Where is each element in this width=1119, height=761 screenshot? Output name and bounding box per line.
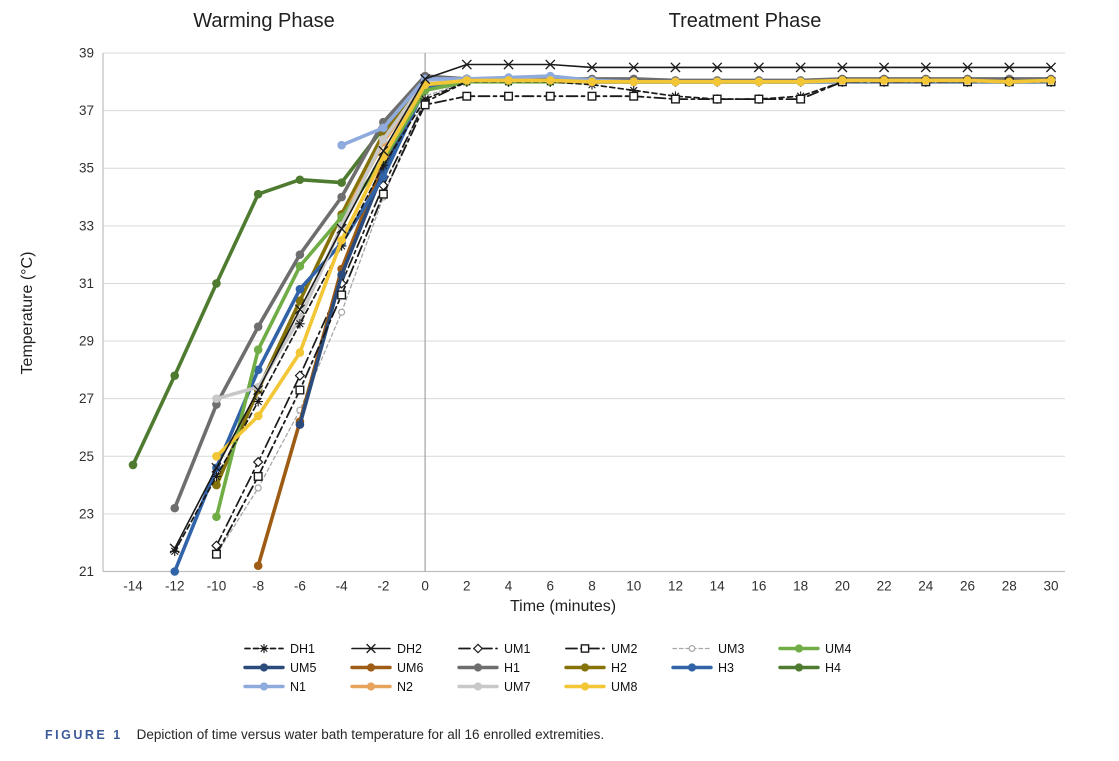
- legend-item-UM5: UM5: [243, 660, 350, 675]
- svg-text:-14: -14: [123, 579, 143, 594]
- figure-caption-label: FIGURE 1: [45, 728, 123, 742]
- legend-label-UM2: UM2: [611, 641, 638, 656]
- legend-item-UM3: UM3: [671, 641, 778, 656]
- series-H4: [128, 74, 1056, 470]
- legend-item-DH1: DH1: [243, 641, 350, 656]
- legend-swatch-UM2: [565, 644, 605, 653]
- svg-text:27: 27: [79, 391, 94, 406]
- legend-label-N2: N2: [397, 679, 413, 694]
- svg-text:23: 23: [79, 506, 94, 521]
- legend-label-UM6: UM6: [397, 660, 424, 675]
- svg-text:22: 22: [877, 579, 892, 594]
- legend-label-DH2: DH2: [397, 641, 423, 656]
- svg-text:28: 28: [1002, 579, 1017, 594]
- legend-swatch-H1: [457, 663, 499, 672]
- legend-label-UM8: UM8: [611, 679, 638, 694]
- legend-label-UM5: UM5: [290, 660, 317, 675]
- legend-swatch-UM6: [350, 663, 392, 672]
- legend-item-N1: N1: [243, 679, 350, 694]
- legend-swatch-UM3: [672, 645, 712, 652]
- legend-label-UM7: UM7: [504, 679, 531, 694]
- legend-label-H1: H1: [504, 660, 520, 675]
- svg-text:16: 16: [751, 579, 766, 594]
- svg-text:12: 12: [668, 579, 683, 594]
- svg-text:-10: -10: [207, 579, 227, 594]
- svg-text:14: 14: [710, 579, 726, 594]
- legend-row: UM5 UM6 H1 H2 H3 H4: [243, 658, 943, 677]
- legend-swatch-UM5: [243, 663, 285, 672]
- svg-text:33: 33: [79, 218, 94, 233]
- legend-item-H4: H4: [778, 660, 885, 675]
- x-axis-title: Time (minutes): [509, 598, 617, 615]
- legend-swatch-N1: [243, 682, 285, 691]
- svg-text:0: 0: [421, 579, 429, 594]
- warming-phase-title: Warming Phase: [193, 10, 335, 32]
- legend-item-UM4: UM4: [778, 641, 885, 656]
- legend-swatch-UM4: [778, 644, 820, 653]
- legend-item-UM2: UM2: [564, 641, 671, 656]
- svg-text:-8: -8: [252, 579, 264, 594]
- svg-text:30: 30: [1043, 579, 1058, 594]
- series-DH2: [169, 59, 1057, 554]
- legend-swatch-H4: [778, 663, 820, 672]
- legend-swatch-UM1: [458, 643, 498, 654]
- legend-label-H2: H2: [611, 660, 627, 675]
- legend-row: N1 N2 UM7 UM8: [243, 677, 943, 696]
- legend-swatch-H3: [671, 663, 713, 672]
- svg-text:24: 24: [918, 579, 934, 594]
- legend-label-N1: N1: [290, 679, 306, 694]
- svg-text:18: 18: [793, 579, 808, 594]
- legend-item-H2: H2: [564, 660, 671, 675]
- svg-text:29: 29: [79, 334, 94, 349]
- legend-swatch-H2: [564, 663, 606, 672]
- legend-item-UM8: UM8: [564, 679, 671, 694]
- svg-text:-4: -4: [336, 579, 348, 594]
- legend-swatch-N2: [350, 682, 392, 691]
- svg-text:-12: -12: [165, 579, 185, 594]
- chart-legend: DH1 DH2 UM1 UM2 UM3 UM4 UM5 UM6 H1 H2 H3 H4 N1 N2 UM7 U…: [243, 639, 943, 696]
- legend-item-DH2: DH2: [350, 641, 457, 656]
- figure-caption: FIGURE 1 Depiction of time versus water b…: [45, 727, 604, 742]
- series-H3: [170, 74, 1056, 576]
- legend-swatch-DH1: [244, 643, 284, 654]
- legend-label-UM1: UM1: [504, 641, 531, 656]
- legend-item-UM6: UM6: [350, 660, 457, 675]
- svg-text:-6: -6: [294, 579, 306, 594]
- legend-item-UM7: UM7: [457, 679, 564, 694]
- svg-text:26: 26: [960, 579, 975, 594]
- legend-label-H3: H3: [718, 660, 734, 675]
- y-axis-title: Temperature (°C): [19, 251, 36, 375]
- svg-text:-2: -2: [377, 579, 389, 594]
- treatment-phase-title: Treatment Phase: [668, 10, 822, 32]
- legend-swatch-UM8: [564, 682, 606, 691]
- svg-text:25: 25: [79, 449, 94, 464]
- legend-item-H1: H1: [457, 660, 564, 675]
- legend-item-N2: N2: [350, 679, 457, 694]
- series-UM5: [295, 74, 1056, 429]
- svg-text:10: 10: [626, 579, 641, 594]
- legend-row: DH1 DH2 UM1 UM2 UM3 UM4: [243, 639, 943, 658]
- legend-item-H3: H3: [671, 660, 778, 675]
- series-UM3: [212, 78, 1055, 558]
- svg-text:35: 35: [79, 161, 94, 176]
- svg-text:20: 20: [835, 579, 850, 594]
- legend-label-DH1: DH1: [290, 641, 316, 656]
- legend-label-H4: H4: [825, 660, 841, 675]
- legend-swatch-DH2: [351, 643, 391, 654]
- legend-swatch-UM7: [457, 682, 499, 691]
- legend-label-UM3: UM3: [718, 641, 745, 656]
- svg-text:31: 31: [79, 276, 94, 291]
- legend-item-UM1: UM1: [457, 641, 564, 656]
- svg-text:6: 6: [547, 579, 555, 594]
- legend-label-UM4: UM4: [825, 641, 852, 656]
- svg-text:39: 39: [79, 46, 94, 61]
- svg-text:2: 2: [463, 579, 471, 594]
- svg-text:37: 37: [79, 103, 94, 118]
- svg-text:21: 21: [79, 564, 94, 579]
- svg-text:4: 4: [505, 579, 513, 594]
- figure-caption-text: Depiction of time versus water bath temp…: [136, 727, 605, 742]
- svg-text:8: 8: [588, 579, 596, 594]
